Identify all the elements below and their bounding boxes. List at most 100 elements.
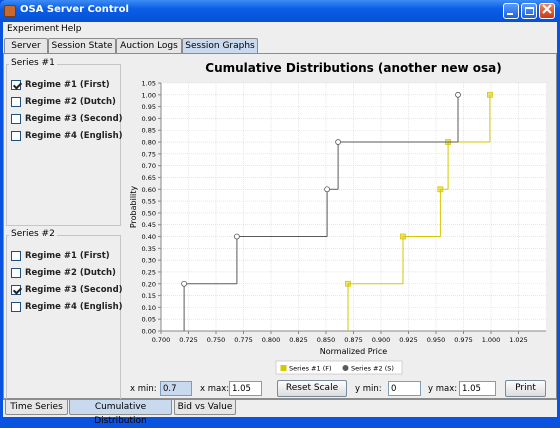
title-bar: OSA Server Control <box>0 0 560 22</box>
y-tick-label: 0.30 <box>142 257 156 265</box>
x-tick-label: 1.000 <box>482 336 501 344</box>
y-tick-label: 0.65 <box>142 174 156 182</box>
app-icon <box>4 5 16 17</box>
y-tick-label: 0.75 <box>142 150 156 158</box>
bottom-tab[interactable]: Bid vs Value <box>174 400 236 415</box>
point <box>234 233 240 240</box>
checkbox[interactable] <box>11 131 21 141</box>
checkbox[interactable] <box>11 268 21 278</box>
menu-item[interactable]: Help <box>61 24 82 34</box>
y-tick-label: 0.45 <box>142 221 156 229</box>
x-min-field[interactable]: 0.7 <box>160 381 192 396</box>
label: y min: <box>355 384 382 394</box>
y-axis-label: Probability <box>129 186 138 229</box>
y-tick-label: 0.85 <box>142 127 156 135</box>
y-tick-label: 0.60 <box>142 186 156 194</box>
point <box>324 186 331 193</box>
checkbox[interactable] <box>11 97 21 107</box>
y-tick-label: 0.35 <box>142 245 156 253</box>
x-tick-label: 0.925 <box>399 336 418 344</box>
x-tick-label: 0.750 <box>207 336 226 344</box>
y-max-field[interactable]: 1.05 <box>459 381 496 396</box>
print-button[interactable]: Print <box>505 380 546 397</box>
close-button[interactable] <box>539 3 555 19</box>
x-tick-label: 1.025 <box>509 336 528 344</box>
label: x max: <box>200 384 230 394</box>
y-tick-label: 0.05 <box>142 316 156 324</box>
point <box>455 91 461 98</box>
legend-swatch <box>342 365 349 371</box>
y-tick-label: 0.50 <box>142 209 156 217</box>
chart: Cumulative Distributions (another new os… <box>129 61 546 375</box>
x-tick-label: 0.875 <box>344 336 363 344</box>
x-tick-label: 0.975 <box>454 336 473 344</box>
y-tick-label: 0.00 <box>142 328 156 336</box>
chart-title: Cumulative Distributions (another new os… <box>205 61 501 75</box>
x-tick-label: 0.850 <box>317 336 336 344</box>
point <box>345 280 351 287</box>
legend-label: Series #1 (F) <box>289 365 332 373</box>
checkbox-label[interactable]: Regime #3 (Second) <box>25 114 123 124</box>
y-tick-label: 0.90 <box>142 115 156 123</box>
x-tick-label: 0.950 <box>427 336 446 344</box>
tab[interactable]: Session Graphs <box>182 38 258 53</box>
y-tick-label: 0.80 <box>142 139 156 147</box>
x-tick-label: 0.775 <box>234 336 253 344</box>
minimize-button[interactable] <box>503 3 519 19</box>
tab[interactable]: Server <box>4 38 48 53</box>
checkbox-label[interactable]: Regime #4 (English) <box>25 131 123 141</box>
x-tick-label: 0.800 <box>262 336 281 344</box>
legend-label: Series #2 (S) <box>351 365 394 373</box>
client-area: Experiment Help Server Session State Auc… <box>3 22 557 426</box>
checkbox[interactable] <box>11 285 21 295</box>
window-title: OSA Server Control <box>20 4 129 15</box>
x-tick-label: 0.825 <box>289 336 308 344</box>
legend-box <box>275 360 403 375</box>
point <box>181 280 187 287</box>
series-group <box>6 64 121 226</box>
tab[interactable]: Auction Logs <box>116 38 182 53</box>
y-tick-label: 0.10 <box>142 304 156 312</box>
y-tick-label: 1.05 <box>142 80 156 88</box>
label: x min: <box>130 384 157 394</box>
x-tick-label: 0.700 <box>152 336 171 344</box>
point <box>486 91 493 98</box>
legend-swatch <box>280 365 287 371</box>
checkbox-label[interactable]: Regime #2 (Dutch) <box>25 268 116 278</box>
checkbox-label[interactable]: Regime #4 (English) <box>25 302 123 312</box>
y-tick-label: 0.40 <box>142 233 156 241</box>
checkbox[interactable] <box>11 80 21 90</box>
divider <box>3 399 557 400</box>
x-tick-label: 0.725 <box>179 336 198 344</box>
y-tick-label: 0.55 <box>142 198 156 206</box>
y-min-field[interactable]: 0 <box>388 381 421 396</box>
tab[interactable]: Session State <box>48 38 116 53</box>
label: y max: <box>428 384 458 394</box>
y-tick-label: 0.25 <box>142 268 156 276</box>
minimize-glyph <box>507 13 513 15</box>
checkbox-label[interactable]: Regime #2 (Dutch) <box>25 97 116 107</box>
group-title: Series #2 <box>9 229 57 239</box>
x-max-field[interactable]: 1.05 <box>229 381 262 396</box>
y-tick-label: 0.70 <box>142 162 156 170</box>
close-x <box>542 4 552 14</box>
menu-item[interactable]: Experiment <box>7 24 60 34</box>
checkbox[interactable] <box>11 251 21 261</box>
bottom-tab[interactable]: Time Series <box>5 400 68 415</box>
checkbox-label[interactable]: Regime #1 (First) <box>25 251 110 261</box>
point <box>335 139 342 145</box>
reset-button[interactable]: Reset Scale <box>277 380 347 397</box>
menu-bar: Experiment Help <box>3 22 557 36</box>
x-tick-label: 0.900 <box>372 336 391 344</box>
maximize-button[interactable] <box>521 3 537 19</box>
checkbox[interactable] <box>11 302 21 312</box>
checkbox-label[interactable]: Regime #1 (First) <box>25 80 110 90</box>
checkbox[interactable] <box>11 114 21 124</box>
point <box>437 186 444 193</box>
bottom-tab[interactable]: Cumulative Distribution <box>69 400 172 426</box>
checkbox-label[interactable]: Regime #3 (Second) <box>25 285 123 295</box>
y-tick-label: 0.20 <box>142 280 156 288</box>
group-title: Series #1 <box>9 58 57 68</box>
maximize-glyph <box>525 7 534 15</box>
